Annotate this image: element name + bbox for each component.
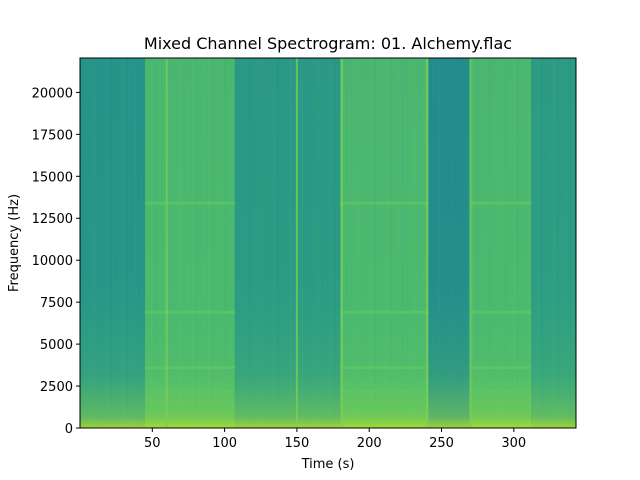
harmonic-band [145, 310, 235, 314]
harmonic-band [340, 406, 429, 410]
y-tick-label: 0 [65, 422, 73, 437]
x-tick-label: 100 [212, 436, 237, 451]
harmonic-band [470, 201, 532, 205]
y-tick-label: 20000 [32, 86, 73, 101]
plot-frame [79, 57, 577, 429]
harmonic-band [470, 310, 532, 314]
harmonic-band [340, 389, 429, 393]
y-axis: 0 2500 5000 7500 10000 12500 15000 17500 20000 [32, 86, 80, 437]
harmonic-band [145, 406, 235, 410]
harmonic-band [340, 201, 429, 205]
harmonic-band [340, 366, 429, 370]
y-tick-label: 5000 [40, 338, 73, 353]
y-axis-title: Frequency (Hz) [7, 194, 22, 292]
x-tick-label: 50 [144, 436, 161, 451]
plot-area [80, 58, 576, 428]
y-tick-label: 17500 [32, 128, 73, 143]
x-tick-label: 300 [501, 436, 526, 451]
y-tick-label: 2500 [40, 380, 73, 395]
transient-line [469, 58, 472, 428]
harmonic-band [470, 366, 532, 370]
transient-line [295, 58, 298, 428]
harmonic-band [145, 201, 235, 205]
x-axis: 50 100 150 200 250 300 [144, 428, 526, 451]
x-tick-label: 250 [429, 436, 454, 451]
harmonic-band [470, 389, 532, 393]
harmonic-band [340, 310, 429, 314]
chart-title: Mixed Channel Spectrogram: 01. Alchemy.f… [144, 34, 512, 53]
harmonic-band [145, 366, 235, 370]
harmonic-band [470, 406, 532, 410]
transient-line [426, 58, 429, 428]
harmonic-band [145, 389, 235, 393]
y-tick-label: 10000 [32, 254, 73, 269]
y-tick-label: 12500 [32, 212, 73, 227]
x-tick-label: 200 [357, 436, 382, 451]
x-tick-label: 150 [284, 436, 309, 451]
y-tick-label: 15000 [32, 170, 73, 185]
low-frequency-energy [80, 58, 576, 428]
x-axis-title: Time (s) [301, 457, 355, 472]
y-tick-label: 7500 [40, 296, 73, 311]
transient-line [165, 58, 168, 428]
transient-line [340, 58, 343, 428]
